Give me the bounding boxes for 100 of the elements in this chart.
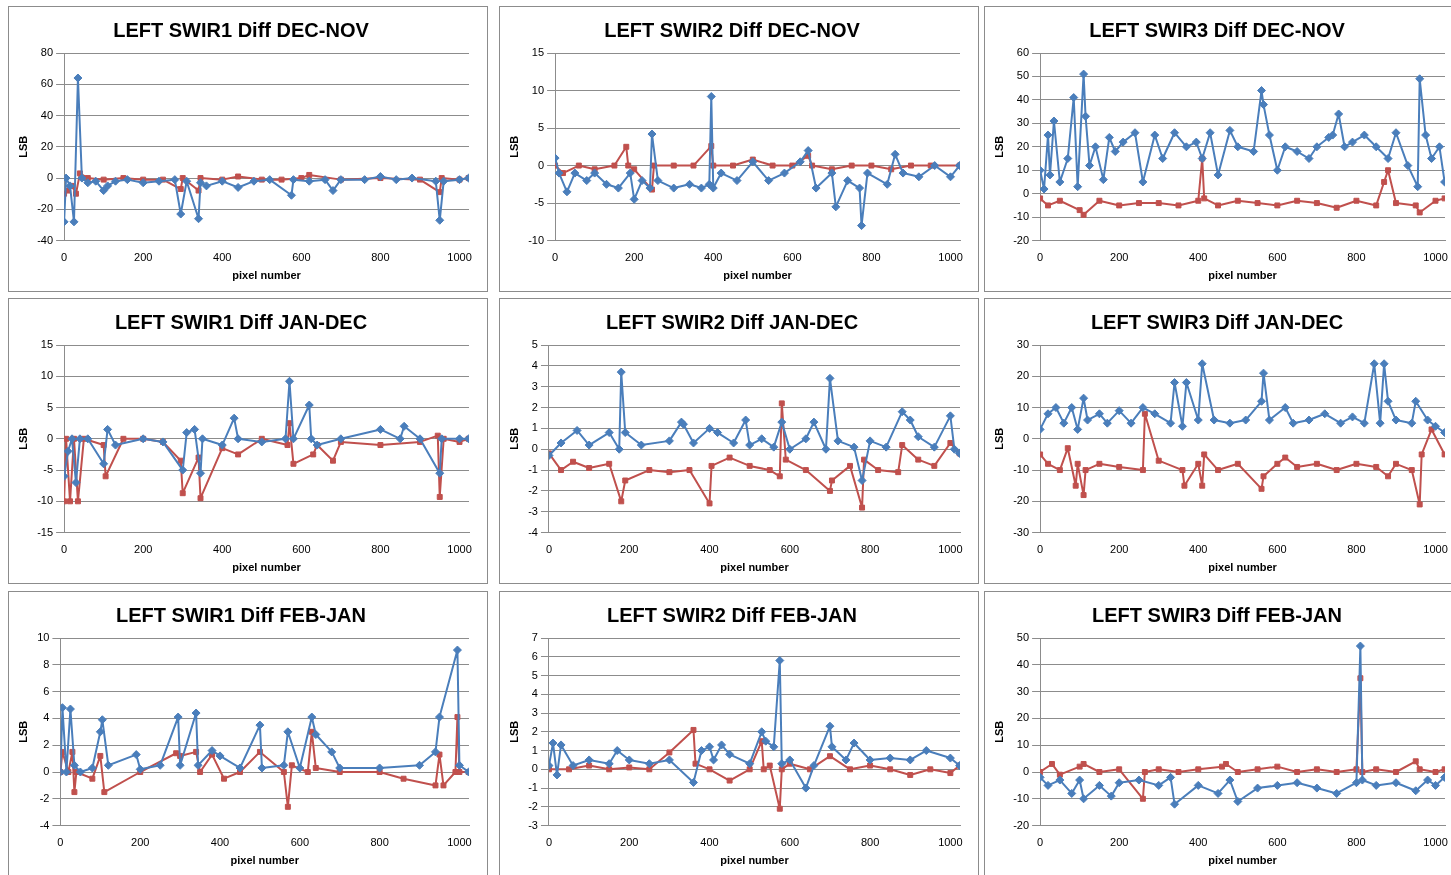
y-tick-label: 20 (1016, 139, 1030, 152)
y-tick-label: 40 (1016, 92, 1030, 105)
y-axis-title: LSB (16, 720, 29, 743)
x-axis-title: pixel number (1208, 561, 1278, 574)
y-tick-label: 60 (1016, 46, 1030, 59)
y-tick-label: 2 (531, 400, 538, 413)
x-tick-label: 400 (704, 251, 723, 264)
x-tick-label: 800 (371, 251, 390, 264)
y-tick-label: 0 (46, 431, 54, 444)
y-tick-label: 3 (531, 706, 538, 719)
y-tick-label: -4 (39, 818, 50, 831)
chart-title: LEFT SWIR2 Diff DEC-NOV (604, 18, 861, 41)
y-tick-label: 10 (531, 83, 545, 96)
x-tick-label: 400 (210, 836, 230, 849)
y-axis-title: LSB (992, 720, 1005, 743)
x-tick-label: 0 (545, 836, 553, 849)
y-tick-label: 40 (40, 108, 54, 121)
y-tick-label: 4 (531, 358, 538, 371)
y-tick-label: 3 (531, 379, 538, 392)
x-tick-label: 600 (290, 836, 310, 849)
y-tick-label: -15 (37, 525, 54, 538)
y-tick-label: 10 (40, 369, 54, 382)
x-tick-label: 1000 (1423, 543, 1448, 556)
x-axis-title: pixel number (232, 269, 302, 282)
x-tick-label: 400 (1189, 836, 1208, 849)
y-tick-label: -20 (1013, 818, 1030, 831)
x-tick-label: 1000 (1423, 251, 1448, 264)
x-tick-label: 400 (700, 836, 719, 849)
y-tick-label: 20 (1016, 711, 1030, 724)
y-tick-label: 15 (531, 46, 545, 59)
y-tick-label: 10 (1016, 163, 1030, 176)
x-tick-label: 600 (292, 543, 311, 556)
x-tick-label: 800 (860, 836, 880, 849)
y-tick-label: 30 (1016, 116, 1030, 129)
x-tick-label: 0 (1037, 543, 1044, 556)
x-tick-label: 600 (783, 251, 802, 264)
chart-title: LEFT SWIR3 Diff FEB-JAN (1092, 603, 1342, 626)
y-tick-label: -10 (37, 494, 54, 507)
x-tick-label: 0 (545, 543, 553, 556)
y-tick-label: 2 (531, 724, 538, 737)
y-tick-label: 10 (1016, 400, 1030, 413)
y-tick-label: -10 (1013, 791, 1030, 804)
x-tick-label: 600 (780, 543, 799, 556)
y-tick-label: 5 (537, 121, 545, 134)
x-tick-label: 1000 (938, 543, 963, 556)
y-tick-label: 10 (37, 631, 50, 644)
y-tick-label: -1 (528, 781, 538, 794)
x-tick-label: 0 (1037, 836, 1044, 849)
y-tick-label: 15 (40, 338, 54, 351)
y-tick-label: -40 (37, 233, 54, 246)
y-tick-label: 0 (537, 158, 545, 171)
y-tick-label: 0 (46, 171, 54, 184)
x-tick-label: 0 (61, 251, 68, 264)
y-tick-label: 60 (40, 77, 54, 90)
y-axis-title: LSB (16, 135, 29, 158)
y-tick-label: -20 (1013, 494, 1030, 507)
x-tick-label: 1000 (938, 836, 963, 849)
y-tick-label: 0 (43, 765, 50, 778)
x-tick-label: 400 (1189, 543, 1208, 556)
chart-title: LEFT SWIR2 Diff JAN-DEC (605, 310, 859, 333)
y-axis-title: LSB (507, 720, 520, 743)
y-tick-label: 4 (531, 687, 538, 700)
y-tick-label: 6 (43, 684, 50, 697)
y-tick-label: 1 (531, 421, 538, 434)
x-tick-label: 200 (1110, 836, 1129, 849)
x-tick-label: 600 (292, 251, 311, 264)
y-tick-label: 4 (43, 711, 50, 724)
y-tick-label: 40 (1016, 657, 1030, 670)
x-tick-label: 200 (620, 836, 639, 849)
x-tick-label: 1000 (1423, 836, 1448, 849)
x-axis-title: pixel number (720, 854, 790, 867)
y-tick-label: -5 (43, 463, 54, 476)
y-tick-label: 1 (531, 743, 538, 756)
x-axis-title: pixel number (1208, 854, 1278, 867)
x-tick-label: 400 (700, 543, 719, 556)
chart-title: LEFT SWIR1 Diff JAN-DEC (114, 310, 368, 333)
x-tick-label: 800 (371, 543, 390, 556)
y-tick-label: 10 (1016, 738, 1030, 751)
y-tick-label: -10 (528, 233, 545, 246)
y-tick-label: 50 (1016, 631, 1030, 644)
y-tick-label: 20 (40, 139, 54, 152)
y-tick-label: 7 (531, 631, 538, 644)
y-tick-label: -2 (528, 483, 538, 496)
y-tick-label: 80 (40, 46, 54, 59)
x-tick-label: 0 (1037, 251, 1044, 264)
x-tick-label: 200 (131, 836, 150, 849)
x-tick-label: 0 (552, 251, 559, 264)
x-tick-label: 0 (61, 543, 68, 556)
x-tick-label: 1000 (938, 251, 963, 264)
x-tick-label: 600 (1268, 543, 1287, 556)
x-tick-label: 400 (213, 543, 232, 556)
x-tick-label: 200 (620, 543, 639, 556)
y-tick-label: 0 (531, 762, 538, 775)
y-axis-title: LSB (992, 427, 1005, 450)
y-tick-label: 30 (1016, 684, 1030, 697)
y-tick-label: 2 (43, 738, 50, 751)
x-tick-label: 400 (213, 251, 232, 264)
y-axis-title: LSB (507, 135, 520, 158)
y-tick-label: 8 (43, 657, 50, 670)
x-axis-title: pixel number (232, 561, 302, 574)
